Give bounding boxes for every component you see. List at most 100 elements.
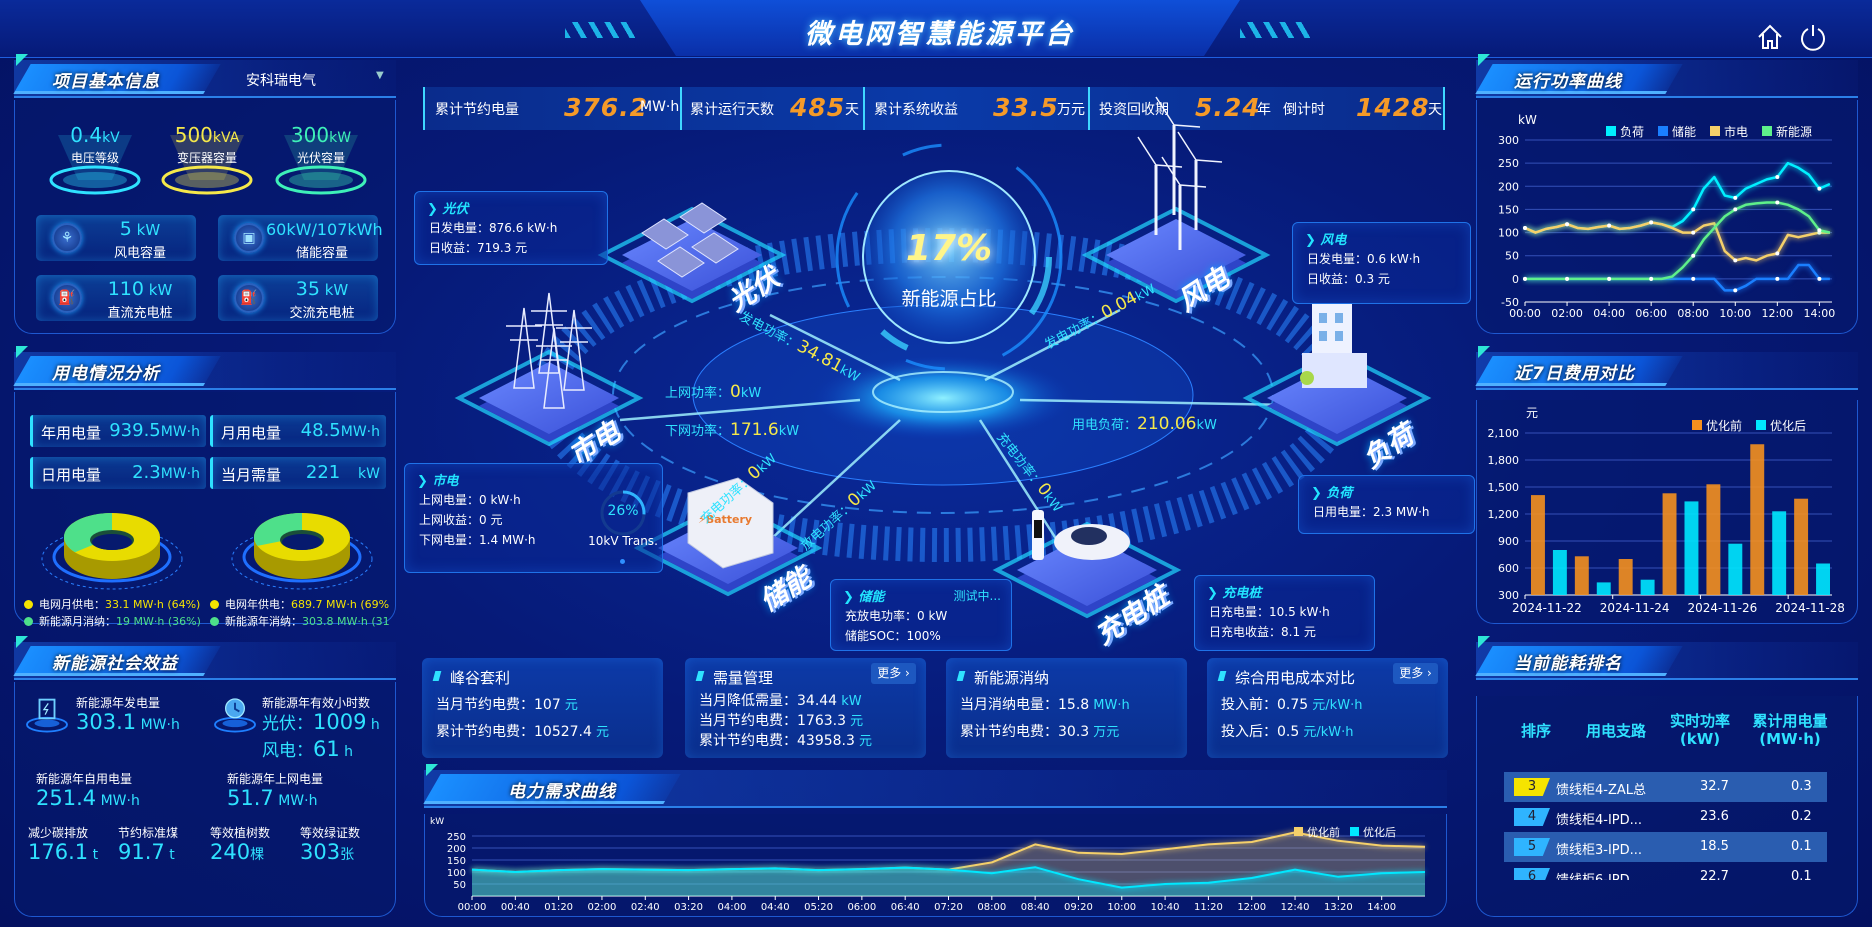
- info-line: 上网电量：0 kW·h: [419, 493, 521, 507]
- table-row[interactable]: 6 馈线柜6-IPD 22.7 0.1: [1504, 862, 1827, 880]
- panel-body-ranking: [1476, 696, 1858, 917]
- data-point: [1775, 276, 1780, 281]
- panel-title: 近7日费用对比: [1514, 364, 1635, 384]
- series-area-1: [472, 867, 1425, 896]
- x-tick-label: 01:20: [544, 902, 573, 913]
- info-box-title: 储能: [843, 586, 884, 605]
- stat-label: 投资回收期: [1099, 102, 1169, 118]
- table-header: 排序: [1520, 722, 1551, 740]
- storage-status: 测试中...: [953, 589, 1001, 603]
- table-row[interactable]: 3 馈线柜4-ZAL总 32.7 0.3: [1504, 772, 1827, 802]
- legend-dot: [210, 600, 219, 609]
- summary-card: 新能源消纳 当月消纳电量：15.8 MW·h 累计节约电费：30.3 万元: [946, 658, 1187, 758]
- x-tick-label: 03:20: [674, 902, 703, 913]
- bar-优化后-2024-11-28: [1816, 563, 1830, 595]
- more-button[interactable]: 更多 ›: [871, 663, 916, 684]
- chevron-down-icon[interactable]: ▼: [376, 70, 384, 81]
- legend-swatch: [1756, 420, 1766, 430]
- stat-unit: kW: [329, 130, 352, 146]
- x-tick-label: 06:00: [1635, 307, 1667, 320]
- usage-value: 2.3: [132, 462, 161, 483]
- usage-tile: 当月需量 221 kW: [210, 457, 386, 489]
- info-line: 储能SOC：100%: [845, 629, 941, 643]
- x-tick-label: 11:20: [1194, 902, 1223, 913]
- donut-charts: [41, 513, 373, 590]
- x-tick-label: 05:20: [804, 902, 833, 913]
- realtime-power: 22.7: [1700, 869, 1729, 880]
- legend-label: 电网年供电：: [225, 598, 291, 611]
- pager-dot[interactable]: [620, 559, 625, 564]
- y-tick-label: 150: [447, 856, 466, 867]
- table-header: 实时功率 (kW): [1669, 712, 1730, 748]
- bar-优化前-2024-11-23: [1574, 556, 1589, 595]
- power-icon[interactable]: [1798, 22, 1828, 52]
- card-title: 综合用电成本对比: [1235, 669, 1356, 687]
- x-tick-label: 08:00: [977, 902, 1006, 913]
- panel-title: 当前能耗排名: [1514, 654, 1622, 674]
- rank-badge: 5: [1514, 838, 1550, 856]
- transmission-tower-icon: [506, 292, 592, 409]
- info-line: 下网电量：1.4 MW·h: [419, 533, 536, 547]
- tile-unit: kW: [143, 281, 173, 299]
- data-point: [1607, 276, 1612, 281]
- home-icon[interactable]: [1755, 22, 1785, 52]
- y-tick-label: 1,800: [1488, 454, 1520, 467]
- social-benefit-value: 51.7 MW·h: [227, 786, 318, 810]
- donut-base-ring: [41, 528, 183, 590]
- x-tick-label: 09:20: [1064, 902, 1093, 913]
- tile-value: 35: [295, 278, 320, 300]
- table-row[interactable]: 5 馈线柜3-IPD... 18.5 0.1: [1504, 832, 1827, 862]
- corner-icon: [1478, 54, 1490, 66]
- x-tick-label: 10:00: [1719, 307, 1751, 320]
- stat-label: 电压等级: [70, 151, 119, 165]
- bar-优化前-2024-11-28: [1794, 498, 1809, 595]
- wind-turbine-icon: ⚘: [52, 223, 82, 253]
- data-point: [1817, 228, 1822, 233]
- info-line: 日收益：719.3 元: [429, 241, 528, 255]
- cone-ring-icon: [275, 135, 367, 195]
- tile-label: 储能容量: [295, 246, 348, 261]
- stat-unit: 天: [845, 102, 859, 118]
- capacity-stat: 500kVA 变压器容量: [152, 123, 262, 166]
- card-title: 需量管理: [713, 669, 774, 687]
- card-line: 累计节约电费：10527.4 元: [436, 724, 610, 740]
- tile-value: 110: [107, 278, 144, 300]
- tile-unit: kW: [131, 221, 161, 239]
- battery-container-icon: ⚡Battery: [687, 477, 774, 569]
- social-benefit-value: 303张: [300, 840, 355, 864]
- social-benefit-value: 240棵: [210, 840, 265, 864]
- battery-icon: ▣: [234, 223, 264, 253]
- renewable-share-value: 17%: [905, 228, 993, 269]
- stat-unit: 天: [1428, 102, 1442, 118]
- renewable-share-label: 新能源占比: [901, 288, 997, 310]
- ranking-table-body[interactable]: 3 馈线柜4-ZAL总 32.7 0.3 4 馈线柜4-IPD... 23.6 0.2 5 馈线柜…: [1476, 772, 1858, 880]
- stat-value: 500: [174, 123, 213, 147]
- more-button[interactable]: 更多 ›: [1393, 663, 1438, 684]
- data-point: [1565, 276, 1570, 281]
- center-platform: [813, 356, 1073, 440]
- data-point: [1817, 276, 1822, 281]
- y-tick-label: 600: [1498, 562, 1519, 575]
- usage-tile: 年用电量 939.5MW·h: [30, 415, 206, 447]
- ev-car-icon: [1032, 510, 1130, 560]
- panel-body-demand: [424, 814, 1447, 917]
- x-tick-label: 10:00: [1107, 902, 1136, 913]
- legend-label: 优化前: [1706, 418, 1742, 433]
- cost-bar-chart: 300 600 900 1,200 1,500 1,800 2,100 2024-11-22 2…: [1488, 406, 1845, 615]
- stat-value: 485: [790, 93, 846, 122]
- table-row[interactable]: 4 馈线柜4-IPD... 23.6 0.2: [1504, 802, 1827, 832]
- branch-name: 馈线柜3-IPD...: [1556, 843, 1643, 858]
- y-tick-label: 200: [1498, 180, 1519, 193]
- social-benefit-value: 251.4 MW·h: [36, 786, 140, 810]
- series-line-优化后: [471, 866, 1426, 889]
- donut-hole: [92, 534, 132, 550]
- stat-label: 倒计时: [1283, 102, 1325, 118]
- page-title: 微电网智慧能源平台: [805, 19, 1075, 50]
- y-tick-label: 300: [1498, 134, 1519, 147]
- x-tick-label: 02:40: [631, 902, 660, 913]
- company-select[interactable]: 安科瑞电气: [246, 70, 316, 90]
- cone-ring-icon: [49, 135, 141, 195]
- bar-优化后-2024-11-23: [1596, 582, 1611, 595]
- data-point: [1691, 230, 1696, 235]
- info-line: 日充电收益：8.1 元: [1209, 625, 1316, 639]
